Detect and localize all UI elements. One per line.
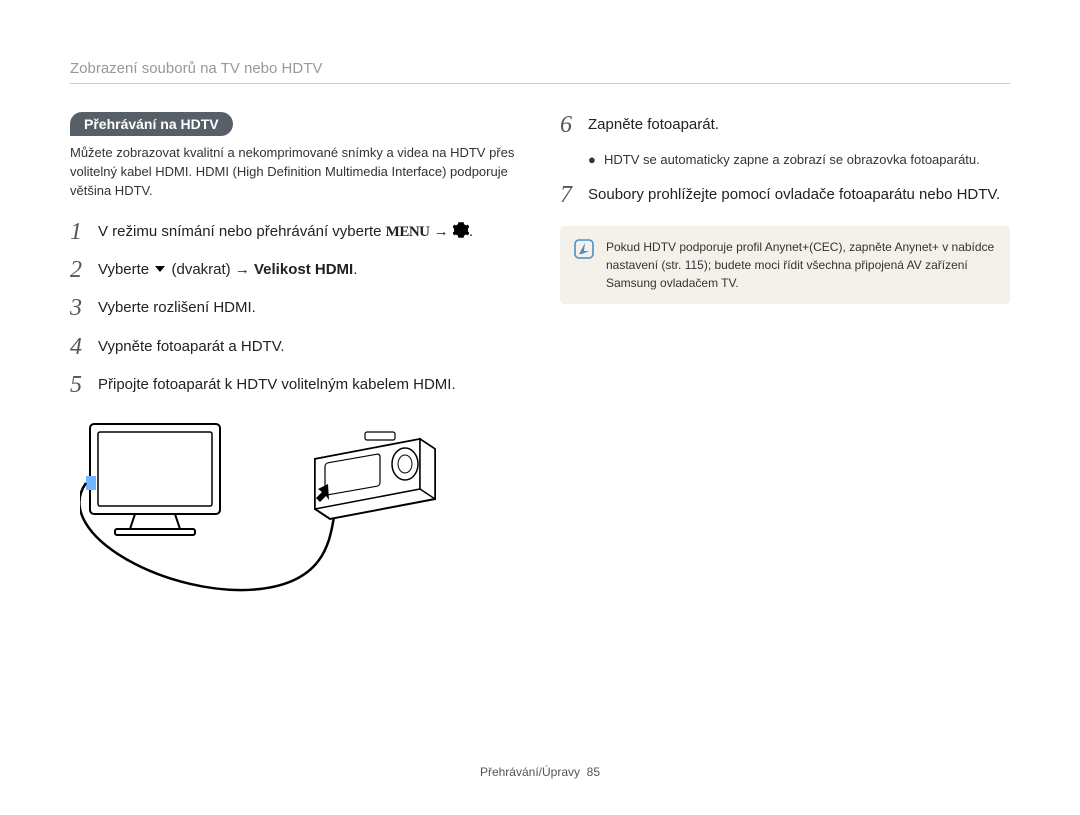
step-number: 4 (70, 334, 98, 360)
left-column: Přehrávání na HDTV Můžete zobrazovat kva… (70, 112, 520, 619)
step-6-sub: ● HDTV se automaticky zapne a zobrazí se… (588, 150, 1010, 170)
tv-icon (90, 424, 220, 535)
step2-post: . (353, 261, 357, 278)
step-3: 3 Vyberte rozlišení HDMI. (70, 295, 520, 321)
step2-pre: Vyberte (98, 261, 153, 278)
step-number: 6 (560, 112, 588, 138)
step-number: 1 (70, 219, 98, 245)
step1-pre: V režimu snímání nebo přehrávání vyberte (98, 223, 386, 240)
step-number: 3 (70, 295, 98, 321)
step-text: V režimu snímání nebo přehrávání vyberte… (98, 219, 473, 243)
note-text: Pokud HDTV podporuje profil Anynet+(CEC)… (606, 238, 996, 292)
step-number: 5 (70, 372, 98, 398)
content-columns: Přehrávání na HDTV Můžete zobrazovat kva… (70, 112, 1010, 619)
step-4: 4 Vypněte fotoaparát a HDTV. (70, 334, 520, 360)
step-text: Vyberte (dvakrat) → Velikost HDMI. (98, 257, 357, 280)
page-header: Zobrazení souborů na TV nebo HDTV (70, 60, 1010, 84)
step-1: 1 V režimu snímání nebo přehrávání vyber… (70, 219, 520, 245)
right-column: 6 Zapněte fotoaparát. ● HDTV se automati… (560, 112, 1010, 619)
step-text: Vyberte rozlišení HDMI. (98, 295, 256, 318)
step-number: 2 (70, 257, 98, 283)
manual-page: Zobrazení souborů na TV nebo HDTV Přehrá… (0, 0, 1080, 815)
step-6: 6 Zapněte fotoaparát. (560, 112, 1010, 138)
sub-step-text: HDTV se automaticky zapne a zobrazí se o… (604, 150, 980, 170)
step-7: 7 Soubory prohlížejte pomocí ovladače fo… (560, 182, 1010, 208)
note-box: Pokud HDTV podporuje profil Anynet+(CEC)… (560, 226, 1010, 304)
gear-icon (453, 223, 469, 240)
step-text: Připojte fotoaparát k HDTV volitelným ka… (98, 372, 456, 395)
arrow-icon: → (429, 223, 452, 240)
step-number: 7 (560, 182, 588, 208)
step2-mid: (dvakrat) → (167, 261, 254, 278)
step-text: Soubory prohlížejte pomocí ovladače foto… (588, 182, 1000, 205)
step-5: 5 Připojte fotoaparát k HDTV volitelným … (70, 372, 520, 398)
step2-bold: Velikost HDMI (254, 261, 353, 278)
intro-text: Můžete zobrazovat kvalitní a nekomprimov… (70, 144, 520, 201)
footer-label: Přehrávání/Úpravy (480, 765, 580, 779)
step-2: 2 Vyberte (dvakrat) → Velikost HDMI. (70, 257, 520, 283)
menu-icon: MENU (386, 224, 430, 240)
page-footer: Přehrávání/Úpravy 85 (0, 765, 1080, 779)
step-text: Zapněte fotoaparát. (588, 112, 719, 135)
camera-icon (315, 432, 435, 519)
chevron-down-icon (153, 261, 167, 278)
bullet-icon: ● (588, 150, 604, 170)
section-badge: Přehrávání na HDTV (70, 112, 233, 136)
note-icon (574, 239, 594, 264)
step1-post: . (469, 223, 473, 240)
footer-page-number: 85 (587, 765, 600, 779)
connection-diagram (80, 414, 520, 619)
step-text: Vypněte fotoaparát a HDTV. (98, 334, 285, 357)
